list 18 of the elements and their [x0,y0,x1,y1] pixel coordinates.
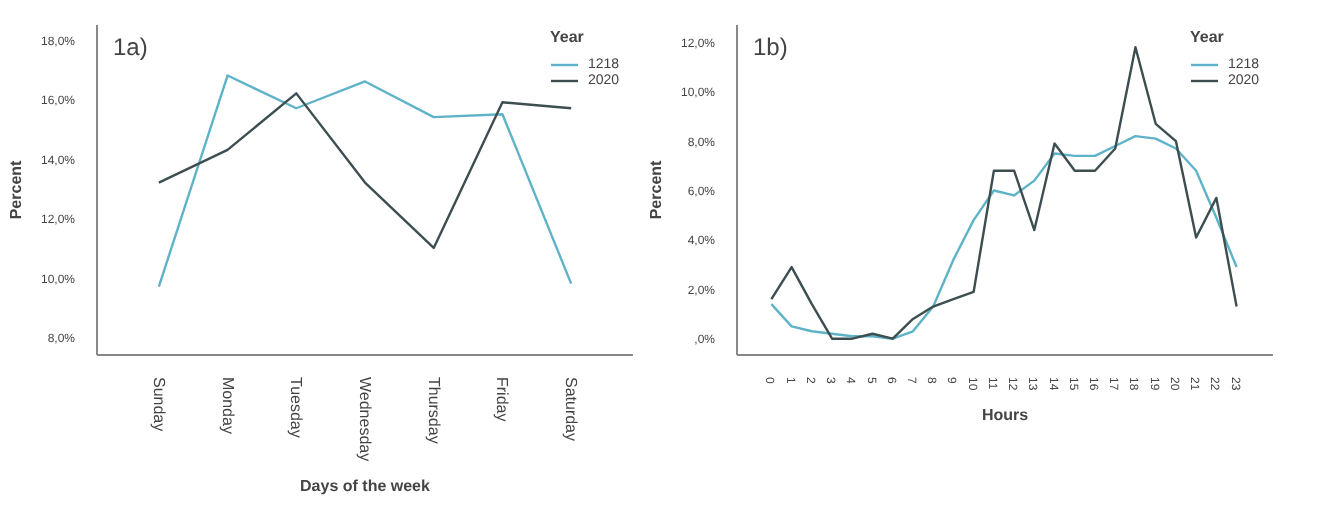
legend-title: Year [1190,28,1226,46]
chart-title: 1b) [753,33,788,61]
x-axis-title: Days of the week [300,477,432,496]
line-series [770,134,1238,340]
x-tick-label: Sunday [149,377,168,432]
x-tick-label: Monday [218,377,237,434]
y-axis-title: Percent [6,159,25,220]
legend-title: Year [550,28,586,46]
x-axis-title: Hours [981,406,1030,425]
y-axis-title: Percent [646,159,665,220]
x-tick-label: Wednesday [356,377,374,462]
x-tick-label: Saturday [562,377,581,442]
line-series [157,92,573,250]
x-tick-label: Friday [493,377,512,422]
x-tick-label: Thursday [424,377,443,444]
x-tick-label: Tuesday [287,377,306,438]
chart-title: 1a) [113,33,148,61]
line-series [157,74,573,288]
